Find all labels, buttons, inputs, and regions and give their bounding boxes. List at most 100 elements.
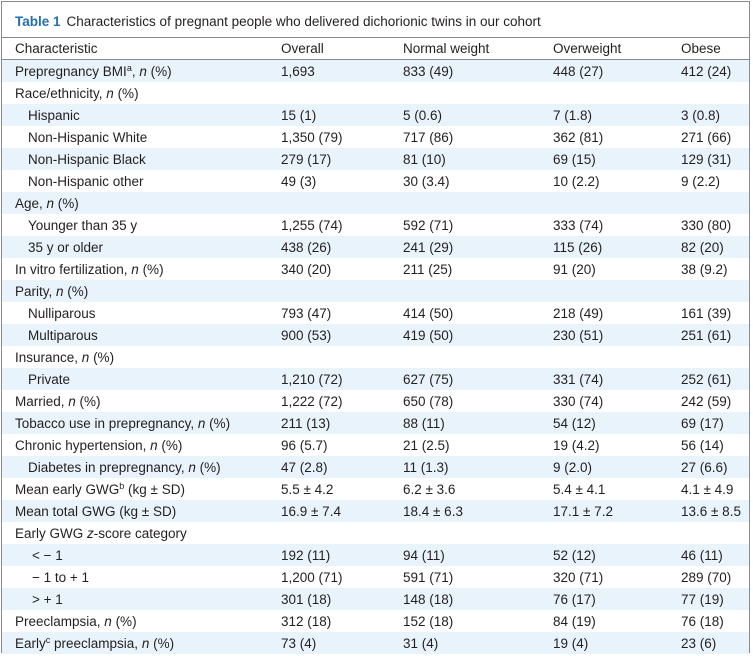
table-cell: 161 (39) [681, 305, 732, 321]
table-cell: 76 (18) [681, 613, 724, 629]
table-cell: 81 (10) [403, 151, 446, 167]
table-row: In vitro fertilization, n (%) 340 (20) 211… [2, 258, 749, 280]
table-cell: 3 (0.8) [681, 107, 721, 123]
label-text: n [68, 393, 76, 409]
table-row: Age, n (%) [2, 192, 749, 214]
row-label: Early GWG z-score category [2, 522, 268, 544]
column-header: Obese [668, 37, 749, 60]
table-cell: 54 (12) [553, 415, 596, 431]
table-cell: 5.5 ± 4.2 [281, 481, 334, 497]
table-cell: 320 (71) [553, 569, 604, 585]
table-cell: 218 (49) [553, 305, 604, 321]
table-cell: 148 (18) [403, 591, 454, 607]
label-text: Diabetes in prepregnancy, [28, 459, 189, 475]
table-cell: 31 (4) [403, 635, 439, 651]
table-cell [540, 192, 668, 214]
table-cell: 419 (50) [403, 327, 454, 343]
table-cell: 115 (26) [553, 239, 603, 255]
label-text: Early [15, 635, 46, 651]
table-cell [668, 280, 749, 302]
table-cell: 52 (12) [553, 547, 596, 563]
table-cell [540, 280, 668, 302]
label-text: Non-Hispanic White [28, 129, 148, 145]
table-cell: 94 (11) [403, 547, 445, 563]
label-text: (%) [146, 63, 172, 79]
label-text: In vitro fertilization, [15, 261, 132, 277]
label-text: Non-Hispanic other [28, 173, 144, 189]
label-text: z [87, 525, 94, 541]
table-row: Younger than 35 y 1,255 (74) 592 (71) 333 (… [2, 214, 749, 236]
label-text: n [106, 85, 114, 101]
label-text: -score category [93, 525, 187, 541]
table-cell: 69 (15) [553, 151, 596, 167]
footnote-marker: a [126, 62, 132, 73]
table-cell: 271 (66) [681, 129, 732, 145]
label-text: n [197, 415, 206, 431]
table-row: Diabetes in prepregnancy, n (%) 47 (2.8) 1… [2, 456, 749, 478]
table-cell: 412 (24) [681, 63, 732, 79]
label-text: (%) [54, 195, 79, 211]
table-row: 35 y or older 438 (26) 241 (29) 115 (26) 82 … [2, 236, 749, 258]
table-cell: 252 (61) [681, 371, 732, 387]
table-cell [268, 280, 390, 302]
table-cell: 192 (11) [281, 547, 331, 563]
label-text: (%) [89, 349, 115, 365]
table-cell: 16.9 ± 7.4 [281, 503, 341, 519]
table-row: Mean early GWGb (kg ± SD) 5.5 ± 4.2 6.2 ± … [2, 478, 749, 500]
table-cell: 17.1 ± 7.2 [553, 503, 613, 519]
table-cell: 289 (70) [681, 569, 732, 585]
label-text: n [46, 195, 55, 211]
column-header: Overweight [540, 37, 668, 60]
label-text: (%) [75, 393, 101, 409]
table-cell [268, 522, 390, 544]
table-cell [268, 346, 390, 368]
table-cell: 448 (27) [553, 63, 604, 79]
row-label: Hispanic [2, 104, 268, 126]
row-label: Private [2, 368, 268, 390]
label-text: Parity, [15, 283, 57, 299]
row-label: Parity, n (%) [2, 280, 268, 302]
table-row: Married, n (%) 1,222 (72) 650 (78) 330 (74)… [2, 390, 749, 412]
label-text: (%) [111, 613, 137, 629]
label-text: Chronic hypertension, [15, 437, 151, 453]
table-row: Non-Hispanic Black 279 (17) 81 (10) 69 (15)… [2, 148, 749, 170]
table-title: Characteristics of pregnant people who d… [66, 14, 541, 29]
table-row: Multiparous 900 (53) 419 (50) 230 (51) 251 (… [2, 324, 749, 346]
table-cell: 4.1 ± 4.9 [681, 481, 734, 497]
table-cell [268, 82, 390, 104]
label-text: Tobacco use in prepregnancy, [15, 415, 198, 431]
row-label: In vitro fertilization, n (%) [2, 258, 268, 280]
table-label: Table 1 [15, 14, 61, 29]
characteristics-table: Characteristic Overall Normal weight Ove… [2, 37, 749, 654]
table-cell: 1,222 (72) [281, 393, 343, 409]
table-caption: Table 1 Characteristics of pregnant peopl… [2, 2, 749, 37]
row-label: Race/ethnicity, n (%) [2, 82, 268, 104]
row-label: Earlyc preeclampsia, n (%) [2, 632, 268, 654]
table-cell: 9 (2.0) [553, 459, 593, 475]
table-row: − 1 to + 1 1,200 (71) 591 (71) 320 (71) 289 … [2, 566, 749, 588]
column-header: Characteristic [2, 37, 268, 60]
label-text: < − 1 [32, 547, 63, 563]
table-cell: 333 (74) [553, 217, 604, 233]
label-text: n [139, 63, 147, 79]
row-label: Mean total GWG (kg ± SD) [2, 500, 268, 522]
table-cell [268, 192, 390, 214]
label-text: Age, [15, 195, 47, 211]
table-cell: 230 (51) [553, 327, 604, 343]
label-text: Mean early GWG [15, 481, 120, 497]
table-cell [668, 82, 749, 104]
label-text: (%) [149, 635, 175, 651]
table-cell [668, 346, 749, 368]
table-cell: 438 (26) [281, 239, 332, 255]
table-cell: 46 (11) [681, 547, 723, 563]
table-cell: 241 (29) [403, 239, 454, 255]
label-text: n [56, 283, 64, 299]
table-cell: 9 (2.2) [681, 173, 721, 189]
table-cell: 76 (17) [553, 591, 596, 607]
table-cell: 331 (74) [553, 371, 604, 387]
row-label: − 1 to + 1 [2, 566, 268, 588]
row-label: > + 1 [2, 588, 268, 610]
label-text: (%) [138, 261, 164, 277]
table-cell: 11 (1.3) [403, 459, 449, 475]
